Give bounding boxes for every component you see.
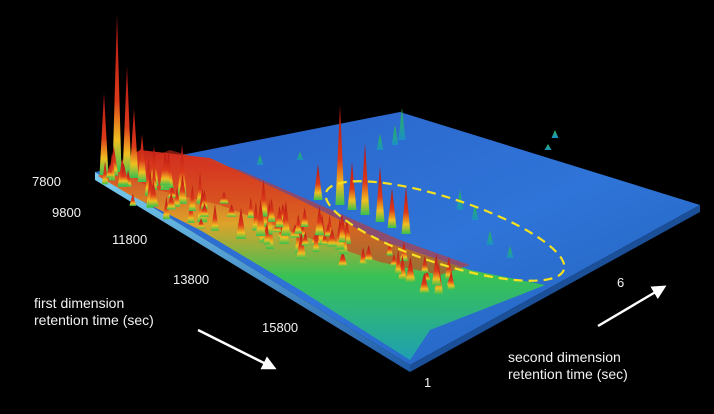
surface-peak — [300, 207, 309, 227]
surface-peak — [177, 174, 188, 204]
surface-peak — [129, 108, 139, 178]
surface-peak — [405, 256, 416, 283]
y-axis-direction-arrow — [597, 285, 667, 328]
surface-peak — [431, 253, 441, 286]
surface-peak — [398, 108, 406, 140]
surface-peak — [112, 14, 122, 172]
surface-peak — [129, 193, 137, 206]
y-axis-title-line2: retention time (sec) — [508, 366, 628, 382]
surface-peak — [199, 203, 210, 217]
surface-peak — [456, 190, 464, 210]
surface-peak — [159, 151, 171, 186]
surface-peak — [375, 166, 385, 222]
surface-peak — [391, 125, 399, 145]
surface-peak — [101, 161, 109, 185]
surface-peak — [162, 196, 171, 220]
y-axis-title-line1: second dimension — [508, 349, 621, 365]
x-tick-label: 15800 — [262, 320, 298, 335]
surface-peak — [337, 250, 348, 267]
surface-peak — [247, 196, 255, 218]
surface-peak — [296, 152, 304, 160]
surface-right-edge — [410, 205, 700, 372]
surface-peak — [486, 231, 494, 245]
surface-peak — [386, 240, 393, 256]
minor-peak-group — [256, 108, 559, 258]
surface-peak — [347, 162, 357, 210]
surface-peak — [376, 134, 384, 150]
surface-peak — [177, 144, 187, 196]
surface-peak — [296, 230, 307, 259]
x-tick-label: 7800 — [32, 174, 61, 189]
surface-peak — [137, 134, 147, 182]
surface-peak — [324, 223, 332, 237]
x-tick-label: 11800 — [112, 232, 147, 247]
y-tick-label: 1 — [424, 375, 431, 390]
surface-peak — [313, 164, 323, 200]
surface-peak — [256, 155, 264, 165]
surface-peak — [419, 272, 430, 294]
surface-peak — [314, 206, 325, 236]
surface-peak — [188, 185, 197, 212]
surface-peak — [99, 93, 109, 175]
surface-peak — [148, 180, 159, 207]
surface-peak — [275, 205, 284, 228]
surface-peak — [360, 143, 370, 215]
surface-peak — [187, 199, 195, 223]
surface-peak — [173, 187, 181, 207]
surface-peak — [312, 228, 320, 252]
surface-peak — [122, 66, 132, 176]
x-axis-title-line1: first dimension — [34, 295, 124, 311]
surface-peak — [235, 207, 247, 239]
surface-peak — [255, 199, 266, 237]
y-tick-label: 6 — [617, 275, 624, 290]
surface-peak — [149, 146, 159, 186]
surface-peak — [421, 255, 429, 273]
x-tick-label: 9800 — [52, 205, 81, 220]
surface-peak — [544, 144, 552, 150]
surface-peak — [226, 204, 237, 217]
surface-peak — [506, 246, 514, 258]
surface-peak — [294, 213, 302, 234]
surface-peak — [447, 270, 456, 290]
surface-peak — [394, 249, 402, 275]
surface-peak — [471, 204, 479, 220]
surface-peak — [301, 232, 310, 246]
surface-peak — [387, 188, 397, 228]
surface-peak — [267, 198, 276, 222]
surface-peak — [321, 232, 329, 245]
surface-peak — [338, 213, 346, 243]
surface-peak — [551, 130, 559, 138]
surface-peak — [197, 218, 205, 229]
x-tick-label: 13800 — [173, 272, 209, 287]
surface-peak — [263, 222, 271, 245]
surface-peak — [166, 192, 176, 210]
surface-peak — [401, 186, 411, 234]
x-axis-direction-arrow — [197, 328, 277, 370]
surface-peak — [335, 105, 345, 205]
peak-group — [99, 14, 456, 295]
surface-peak — [167, 186, 177, 198]
highlight-ellipse — [324, 180, 566, 282]
surface-peak — [150, 167, 158, 190]
surface-peak — [219, 191, 229, 204]
peak-ridge-core — [120, 150, 470, 275]
surface-front-edge — [95, 172, 410, 372]
surface-peak — [105, 164, 114, 178]
surface-peak — [364, 244, 374, 262]
x-axis-title-line2: retention time (sec) — [34, 312, 154, 328]
surface-peak — [118, 165, 129, 186]
surface-peak — [326, 228, 338, 247]
surface-peak — [200, 189, 208, 209]
surface-peak — [210, 203, 219, 231]
surface-peak — [390, 253, 398, 267]
